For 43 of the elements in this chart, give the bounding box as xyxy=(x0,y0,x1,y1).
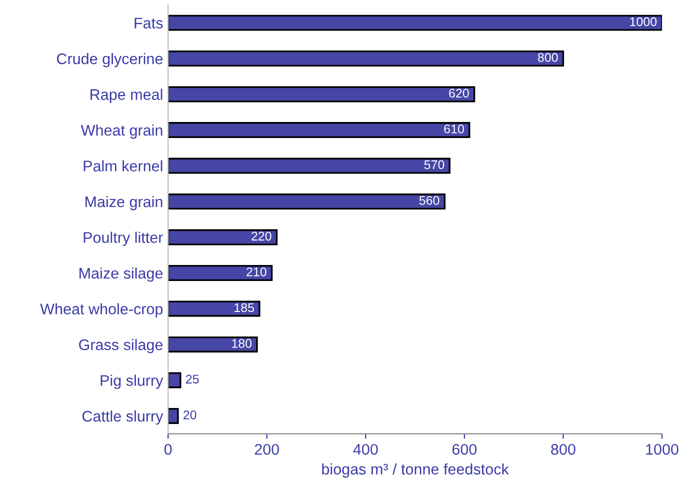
data-label: 570 xyxy=(424,160,444,170)
y-tick-label: Grass silage xyxy=(79,338,163,354)
data-label: 180 xyxy=(232,338,252,348)
data-label: 25 xyxy=(186,374,199,384)
x-tick-label: 200 xyxy=(254,444,280,455)
y-tick-label: Rape meal xyxy=(90,88,162,103)
bar xyxy=(168,158,450,174)
bar xyxy=(168,408,179,424)
data-label: 220 xyxy=(252,232,272,241)
bar xyxy=(168,122,470,138)
data-label: 560 xyxy=(419,196,440,205)
data-label: 20 xyxy=(184,410,196,420)
x-tick-label: 1000 xyxy=(646,444,678,455)
data-label: 800 xyxy=(538,53,558,62)
bar xyxy=(168,14,662,31)
data-label: 210 xyxy=(246,268,266,276)
y-tick-label: Wheat whole-crop xyxy=(40,303,163,318)
x-axis-title: biogas m³ / tonne feedstock xyxy=(322,463,509,478)
y-tick-label: Cattle slurry xyxy=(82,410,164,425)
bar xyxy=(168,229,278,246)
y-tick-label: Maize grain xyxy=(86,196,162,210)
x-tick-label: 400 xyxy=(353,444,378,455)
y-tick-label: Palm kernel xyxy=(84,160,162,172)
y-tick-label: Fats xyxy=(134,18,163,28)
bar xyxy=(168,194,446,210)
data-label: 610 xyxy=(444,124,464,134)
bar xyxy=(168,265,273,281)
data-label: 620 xyxy=(449,88,469,98)
bar xyxy=(168,86,476,102)
x-tick-label: 0 xyxy=(164,444,172,455)
data-label: 185 xyxy=(234,303,254,312)
y-tick-label: Crude glycerine xyxy=(56,53,163,68)
bar xyxy=(168,336,258,352)
x-tick-label: 800 xyxy=(551,444,576,455)
x-tick-label: 600 xyxy=(452,444,477,455)
data-label: 1000 xyxy=(630,17,657,26)
y-tick-label: Poultry litter xyxy=(84,232,163,246)
bar xyxy=(168,50,564,67)
bar xyxy=(168,372,182,388)
bar xyxy=(168,300,260,317)
y-tick-label: Wheat grain xyxy=(80,124,162,139)
y-tick-label: Pig slurry xyxy=(100,374,164,389)
y-tick-label: Maize silage xyxy=(80,267,163,282)
